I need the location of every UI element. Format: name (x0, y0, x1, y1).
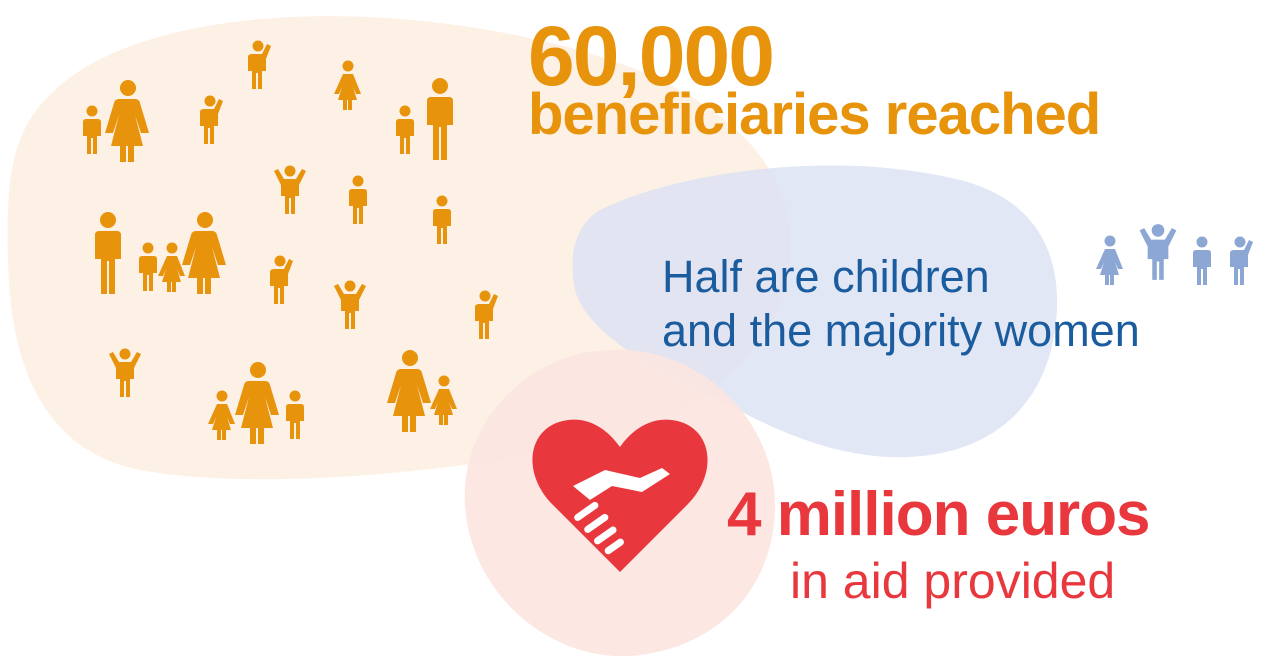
beneficiaries-number: 60,000 (528, 9, 775, 103)
demographics-line-2: and the majority women (662, 305, 1140, 356)
demographics-line-1: Half are children (662, 251, 990, 302)
aid-label: in aid provided (790, 553, 1116, 609)
aid-amount: 4 million euros (727, 480, 1151, 549)
children-icon (1096, 224, 1253, 285)
heart-handshake-icon (532, 419, 708, 572)
beneficiaries-label: beneficiaries reached (528, 82, 1101, 147)
